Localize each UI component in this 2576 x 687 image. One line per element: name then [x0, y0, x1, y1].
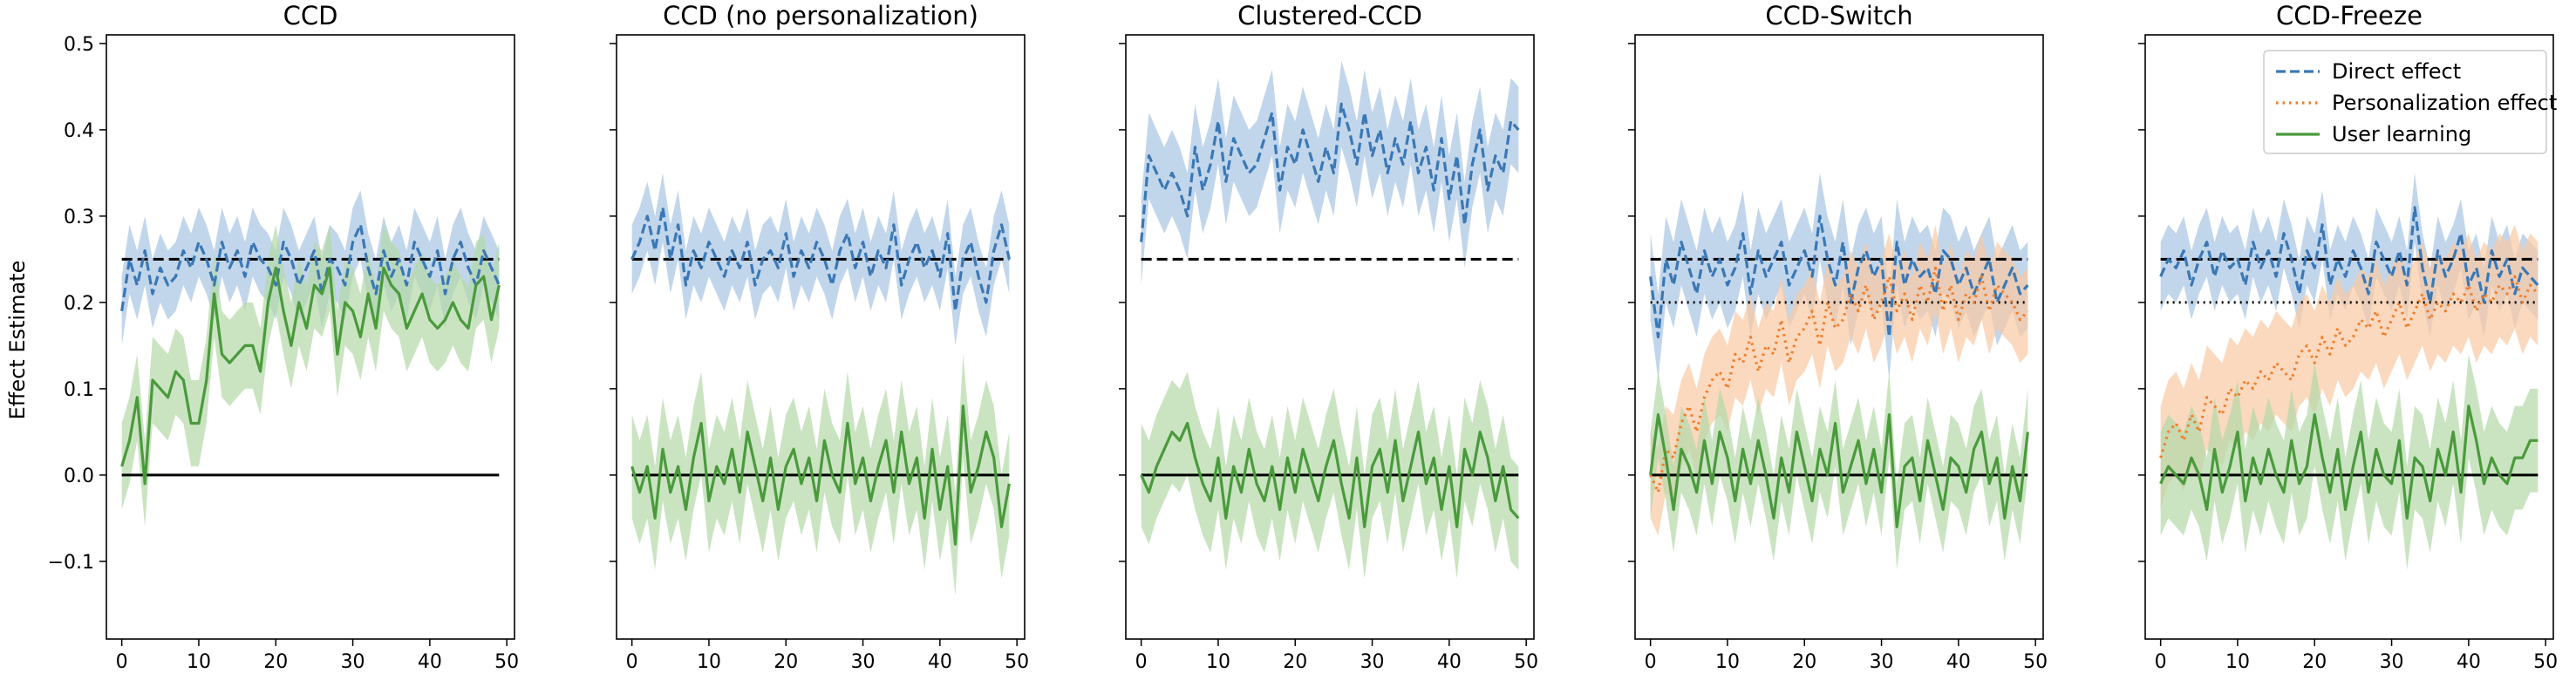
plot-frame — [616, 34, 1026, 640]
y-tick-label: 0.0 — [64, 466, 94, 487]
panel-ccd: CCD 0 10 20 30 40 50 −0.1 0.0 0.1 0.2 0.3 0.4 0.5 — [48, 1, 520, 673]
x-tick-label: 40 — [1946, 651, 1971, 673]
learning-line — [1649, 413, 2029, 528]
legend: Direct effect Personalization effect User … — [2263, 50, 2557, 154]
panel-ccd-freeze: CCD-Freeze 0 10 20 30 40 50 Direct effect Person… — [2138, 1, 2558, 673]
panel-title: CCD (no personalization) — [663, 1, 978, 31]
legend-frame — [2263, 50, 2547, 154]
x-tick-label: 40 — [2457, 651, 2481, 673]
y-tick-label: 0.1 — [64, 379, 94, 401]
x-tick-label: 50 — [1514, 651, 1538, 673]
direct-line — [1140, 102, 1520, 242]
panel-title: Clustered-CCD — [1237, 1, 1422, 31]
x-tick-label: 10 — [1715, 651, 1740, 673]
x-tick-label: 30 — [1870, 651, 1894, 673]
x-tick-label: 0 — [1645, 651, 1657, 673]
plot-area — [1649, 173, 2029, 570]
legend-label-personalization: Personalization effect — [2332, 91, 2557, 115]
x-tick-label: 20 — [1792, 651, 1816, 673]
plot-frame — [106, 34, 515, 640]
x-tick-label: 30 — [2380, 651, 2404, 673]
direct-line — [2159, 206, 2539, 304]
x-tick-label: 0 — [2155, 651, 2167, 673]
x-tick-label: 10 — [697, 651, 721, 673]
direct-confidence-band — [1141, 60, 1519, 286]
learning-line — [630, 405, 1011, 546]
x-tick-label: 50 — [2023, 651, 2048, 673]
plot-frame — [1125, 34, 1535, 640]
plot-area — [630, 173, 1011, 596]
x-tick-label: 50 — [494, 651, 519, 673]
direct-line — [1649, 214, 2029, 339]
plot-frame — [1634, 34, 2044, 640]
x-tick-label: 10 — [187, 651, 211, 673]
x-tick-label: 20 — [263, 651, 288, 673]
panel-title: CCD — [283, 1, 338, 31]
personalization-line — [2159, 275, 2539, 459]
panel-title: CCD-Switch — [1765, 1, 1912, 31]
direct-confidence-band — [1650, 173, 2028, 380]
x-tick-label: 40 — [928, 651, 952, 673]
personalization-confidence-band — [2160, 224, 2539, 510]
personalization-confidence-band — [1650, 224, 2028, 536]
y-tick-label: −0.1 — [48, 552, 94, 574]
x-tick-label: 10 — [2225, 651, 2250, 673]
x-tick-label: 30 — [341, 651, 365, 673]
learning-line — [1140, 421, 1520, 528]
plot-area — [120, 190, 501, 527]
plot-area — [1140, 60, 1520, 579]
plot-frame — [2144, 34, 2554, 640]
y-tick-label: 0.5 — [64, 34, 94, 56]
x-tick-label: 10 — [1206, 651, 1230, 673]
x-tick-label: 20 — [1283, 651, 1307, 673]
direct-line — [630, 206, 1011, 313]
x-tick-label: 20 — [2302, 651, 2327, 673]
panel-clustered-ccd: Clustered-CCD 0 10 20 30 40 50 — [1119, 1, 1538, 673]
x-tick-label: 20 — [773, 651, 798, 673]
plot-area — [2159, 173, 2539, 570]
y-tick-label: 0.2 — [64, 293, 94, 315]
x-tick-label: 40 — [418, 651, 442, 673]
y-tick-label: 0.4 — [64, 120, 94, 142]
x-tick-label: 40 — [1437, 651, 1462, 673]
x-tick-label: 0 — [1135, 651, 1148, 673]
x-tick-label: 0 — [116, 651, 128, 673]
legend-label-learning: User learning — [2332, 122, 2471, 146]
x-tick-label: 0 — [626, 651, 638, 673]
panel-title: CCD-Freeze — [2276, 1, 2423, 31]
y-tick-label: 0.3 — [64, 207, 94, 228]
x-tick-label: 30 — [1360, 651, 1385, 673]
learning-confidence-band — [2160, 354, 2539, 570]
y-axis-label: Effect Estimate — [5, 261, 30, 420]
direct-line — [120, 223, 501, 312]
x-tick-label: 50 — [2533, 651, 2558, 673]
learning-line — [120, 266, 501, 486]
learning-line — [2159, 405, 2539, 520]
x-tick-label: 30 — [851, 651, 876, 673]
panel-ccd-switch: CCD-Switch 0 10 20 30 40 50 — [1628, 1, 2048, 673]
x-tick-label: 50 — [1005, 651, 1029, 673]
legend-label-direct: Direct effect — [2332, 59, 2461, 84]
learning-confidence-band — [1650, 371, 2028, 570]
panel-ccd-no-personalization: CCD (no personalization) 0 10 20 30 40 50 — [610, 1, 1029, 673]
